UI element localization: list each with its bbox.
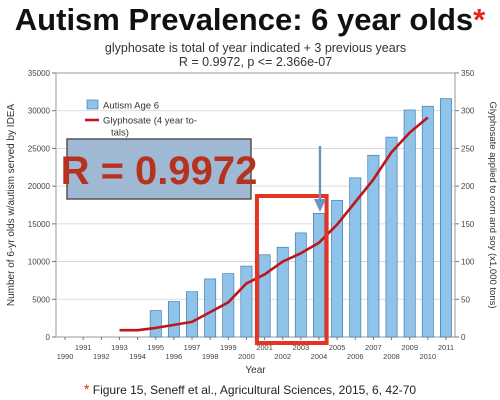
x-tick-label-2007: 2007 bbox=[365, 343, 382, 352]
bar-2008 bbox=[385, 136, 398, 338]
x-tick-label-2003: 2003 bbox=[292, 343, 309, 352]
y2-axis-title: Glyphosate applied to corn and soy (x1,0… bbox=[487, 101, 498, 308]
y2-tick-label-150: 150 bbox=[461, 220, 475, 229]
callout-box bbox=[66, 138, 252, 200]
chart-title: glyphosate is total of year indicated + … bbox=[105, 41, 406, 55]
bar-2009 bbox=[403, 109, 416, 338]
y-tick-label-15000: 15000 bbox=[28, 220, 51, 229]
x-tick-label-1999: 1999 bbox=[220, 343, 237, 352]
legend-swatch-autism bbox=[86, 99, 99, 110]
bar-2011 bbox=[440, 98, 452, 338]
x-tick-label-1996: 1996 bbox=[166, 352, 183, 361]
y2-tick-label-350: 350 bbox=[461, 69, 475, 78]
legend-label-autism: Autism Age 6 bbox=[103, 101, 159, 112]
bar-1996 bbox=[167, 301, 180, 338]
x-tick-label-1998: 1998 bbox=[202, 352, 219, 361]
x-tick-label-2002: 2002 bbox=[274, 352, 291, 361]
bar-2003 bbox=[294, 232, 307, 338]
bar-1997 bbox=[186, 291, 198, 338]
x-tick-label-2011: 2011 bbox=[438, 343, 454, 352]
y-axis-title: Number of 6-yr olds w/autism served by I… bbox=[6, 104, 17, 307]
callout-text: R = 0.9972 bbox=[61, 149, 258, 193]
x-tick-label-2004: 2004 bbox=[311, 352, 328, 361]
headline-text: Autism Prevalence: 6 year olds bbox=[14, 2, 474, 37]
x-tick-label-2000: 2000 bbox=[238, 352, 255, 361]
x-tick-label-2010: 2010 bbox=[419, 352, 436, 361]
chart-subtitle: R = 0.9972, p <= 2.366e-07 bbox=[179, 55, 332, 69]
legend-label-glyphosate-cont: tals) bbox=[111, 128, 129, 139]
headline-asterisk: * bbox=[473, 2, 486, 37]
x-tick-label-1993: 1993 bbox=[111, 343, 128, 352]
x-tick-label-2005: 2005 bbox=[329, 343, 346, 352]
y2-tick-label-300: 300 bbox=[461, 107, 475, 116]
y-tick-label-20000: 20000 bbox=[28, 182, 51, 191]
bar-2001 bbox=[258, 254, 271, 338]
y-tick-label-25000: 25000 bbox=[28, 144, 51, 153]
bar-1998 bbox=[204, 278, 217, 338]
y-tick-label-5000: 5000 bbox=[32, 295, 50, 304]
highlight-box bbox=[254, 194, 329, 345]
x-tick-label-2006: 2006 bbox=[347, 352, 364, 361]
bar-2010 bbox=[421, 105, 434, 338]
bar-1995 bbox=[149, 310, 162, 338]
x-tick-label-1990: 1990 bbox=[57, 352, 74, 361]
bar-2000 bbox=[240, 265, 253, 338]
x-tick-label-2009: 2009 bbox=[401, 343, 418, 352]
y2-tick-label-50: 50 bbox=[461, 295, 470, 304]
glyphosate-line bbox=[119, 116, 429, 332]
x-tick-label-1995: 1995 bbox=[147, 343, 164, 352]
x-tick-label-2001: 2001 bbox=[256, 343, 273, 352]
x-axis-title: Year bbox=[245, 365, 266, 376]
x-tick-label-1994: 1994 bbox=[129, 352, 146, 361]
citation-asterisk: * bbox=[83, 381, 90, 397]
y2-tick-label-100: 100 bbox=[461, 258, 475, 267]
y-tick-label-10000: 10000 bbox=[28, 258, 51, 267]
citation: * Figure 15, Seneff et al., Agricultural… bbox=[0, 381, 500, 397]
x-tick-label-1997: 1997 bbox=[184, 343, 201, 352]
x-tick-label-2008: 2008 bbox=[383, 352, 400, 361]
x-tick-label-1991: 1991 bbox=[75, 343, 92, 352]
legend-label-glyphosate: Glyphosate (4 year to- bbox=[103, 116, 197, 127]
y-tick-label-30000: 30000 bbox=[28, 107, 51, 116]
y-tick-label-0: 0 bbox=[46, 333, 51, 342]
bar-2004 bbox=[313, 212, 325, 338]
annotation-arrow-head bbox=[313, 199, 326, 212]
y2-tick-label-0: 0 bbox=[461, 333, 466, 342]
y-tick-label-35000: 35000 bbox=[28, 69, 51, 78]
y2-tick-label-200: 200 bbox=[461, 182, 475, 191]
citation-text: Figure 15, Seneff et al., Agricultural S… bbox=[92, 383, 417, 397]
y2-tick-label-250: 250 bbox=[461, 144, 475, 153]
x-tick-label-1992: 1992 bbox=[93, 352, 110, 361]
headline: Autism Prevalence: 6 year olds* bbox=[0, 2, 500, 38]
